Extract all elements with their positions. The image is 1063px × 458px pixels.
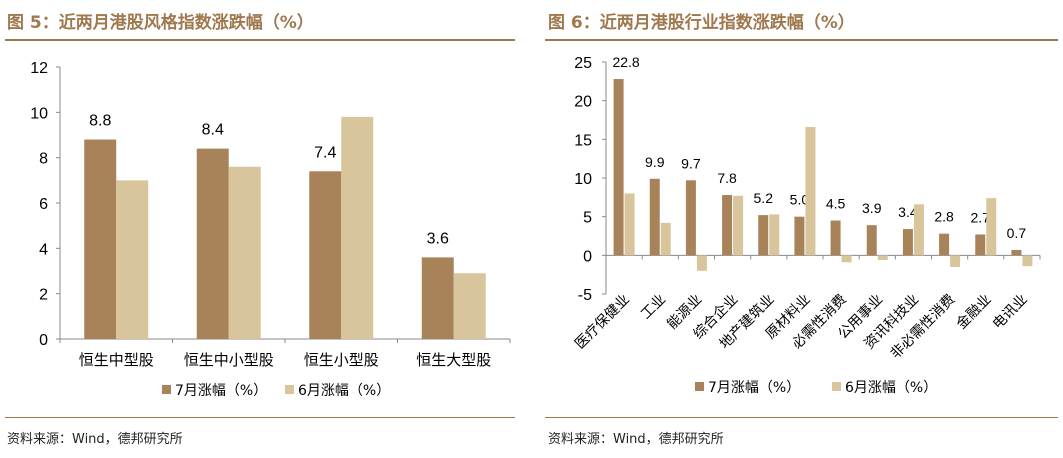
left-y-tick-label: 12 bbox=[30, 60, 48, 77]
left-y-tick-label: 6 bbox=[39, 196, 48, 213]
right-bar-july bbox=[866, 225, 877, 256]
right-category-label: 电讯业 bbox=[990, 292, 1031, 333]
right-category-label: 金融业 bbox=[954, 292, 995, 333]
right-data-label: 9.7 bbox=[681, 155, 701, 171]
right-data-label: 5.0 bbox=[790, 192, 810, 208]
left-y-tick-label: 0 bbox=[39, 332, 48, 349]
right-bar-june bbox=[696, 255, 707, 271]
right-chart-title: 图 6：近两月港股行业指数涨跌幅（%） bbox=[548, 13, 855, 33]
right-bar-july bbox=[902, 229, 913, 256]
right-y-tick-label: 10 bbox=[574, 171, 592, 188]
left-legend-label: 7月涨幅（%） bbox=[175, 383, 267, 399]
right-bar-june bbox=[950, 255, 961, 267]
right-data-label: 7.8 bbox=[717, 170, 737, 186]
left-bar-june bbox=[228, 166, 261, 339]
left-bar-july bbox=[421, 257, 454, 339]
right-legend-swatch bbox=[695, 382, 704, 391]
right-data-label: 9.9 bbox=[645, 154, 665, 170]
right-legend-swatch bbox=[832, 382, 841, 391]
right-bar-june bbox=[624, 193, 635, 256]
left-title-rule bbox=[5, 39, 515, 41]
right-legend-label: 7月涨幅（%） bbox=[708, 380, 800, 396]
right-bar-june bbox=[877, 255, 888, 260]
right-y-tick-label: 0 bbox=[583, 248, 592, 265]
right-bar-june bbox=[805, 126, 816, 256]
right-bar-june bbox=[769, 214, 780, 256]
right-title-rule bbox=[545, 39, 1058, 41]
left-bar-july bbox=[84, 139, 117, 339]
right-data-label: 2.8 bbox=[934, 209, 954, 225]
left-y-tick-label: 10 bbox=[30, 105, 48, 122]
right-bar-june bbox=[733, 195, 744, 256]
left-category-label: 恒生中小型股 bbox=[184, 351, 274, 369]
left-legend-swatch bbox=[162, 385, 171, 394]
left-bar-june bbox=[453, 273, 486, 339]
left-legend-label: 6月涨幅（%） bbox=[298, 383, 390, 399]
right-bar-july bbox=[685, 180, 696, 256]
left-bar-july bbox=[309, 171, 342, 339]
right-bar-june bbox=[986, 198, 997, 256]
right-y-tick-label: -5 bbox=[578, 287, 592, 304]
right-category-label: 工业 bbox=[638, 292, 669, 323]
left-legend-swatch bbox=[285, 385, 294, 394]
left-y-tick-label: 8 bbox=[39, 151, 48, 168]
right-data-label: 5.2 bbox=[754, 190, 774, 206]
left-data-label: 8.8 bbox=[89, 113, 111, 130]
right-bar-june bbox=[660, 222, 671, 256]
right-bar-july bbox=[613, 79, 624, 256]
left-category-label: 恒生中型股 bbox=[79, 351, 154, 369]
right-y-tick-label: 5 bbox=[583, 210, 592, 227]
right-y-tick-label: 20 bbox=[574, 94, 592, 111]
right-bar-june bbox=[913, 204, 924, 256]
right-bottom-rule bbox=[545, 417, 1058, 418]
right-legend-label: 6月涨幅（%） bbox=[845, 380, 937, 396]
right-y-tick-label: 25 bbox=[574, 55, 592, 72]
left-chart-title: 图 5：近两月港股风格指数涨跌幅（%） bbox=[7, 13, 314, 33]
right-bar-june bbox=[1022, 255, 1033, 267]
left-bar-june bbox=[341, 116, 374, 339]
left-data-label: 3.6 bbox=[427, 230, 449, 247]
left-source: 资料来源：Wind，德邦研究所 bbox=[7, 432, 183, 447]
right-bar-july bbox=[1011, 249, 1022, 256]
left-y-tick-label: 4 bbox=[39, 241, 48, 258]
left-bar-june bbox=[116, 180, 149, 339]
right-bar-july bbox=[722, 195, 733, 256]
left-y-tick-label: 2 bbox=[39, 287, 48, 304]
left-data-label: 8.4 bbox=[202, 122, 224, 139]
left-category-label: 恒生大型股 bbox=[416, 351, 491, 369]
right-bar-july bbox=[794, 216, 805, 256]
right-data-label: 2.7 bbox=[971, 209, 991, 225]
left-bottom-rule bbox=[5, 417, 515, 418]
left-category-label: 恒生小型股 bbox=[304, 351, 379, 369]
right-bar-july bbox=[758, 215, 769, 256]
right-data-label: 3.4 bbox=[898, 204, 918, 220]
right-bar-july bbox=[649, 178, 660, 256]
right-y-tick-label: 15 bbox=[574, 132, 592, 149]
right-bar-june bbox=[841, 255, 852, 263]
right-bar-july bbox=[830, 220, 841, 256]
right-data-label: 22.8 bbox=[612, 54, 639, 70]
right-category-label: 非必需性消费 bbox=[888, 292, 959, 363]
left-bar-july bbox=[196, 148, 229, 339]
left-data-label: 7.4 bbox=[314, 144, 336, 161]
right-bar-july bbox=[975, 234, 986, 256]
right-data-label: 3.9 bbox=[862, 200, 882, 216]
right-source: 资料来源：Wind，德邦研究所 bbox=[548, 432, 724, 447]
right-data-label: 4.5 bbox=[826, 196, 846, 212]
right-bar-july bbox=[939, 233, 950, 256]
right-data-label: 0.7 bbox=[1007, 225, 1027, 241]
